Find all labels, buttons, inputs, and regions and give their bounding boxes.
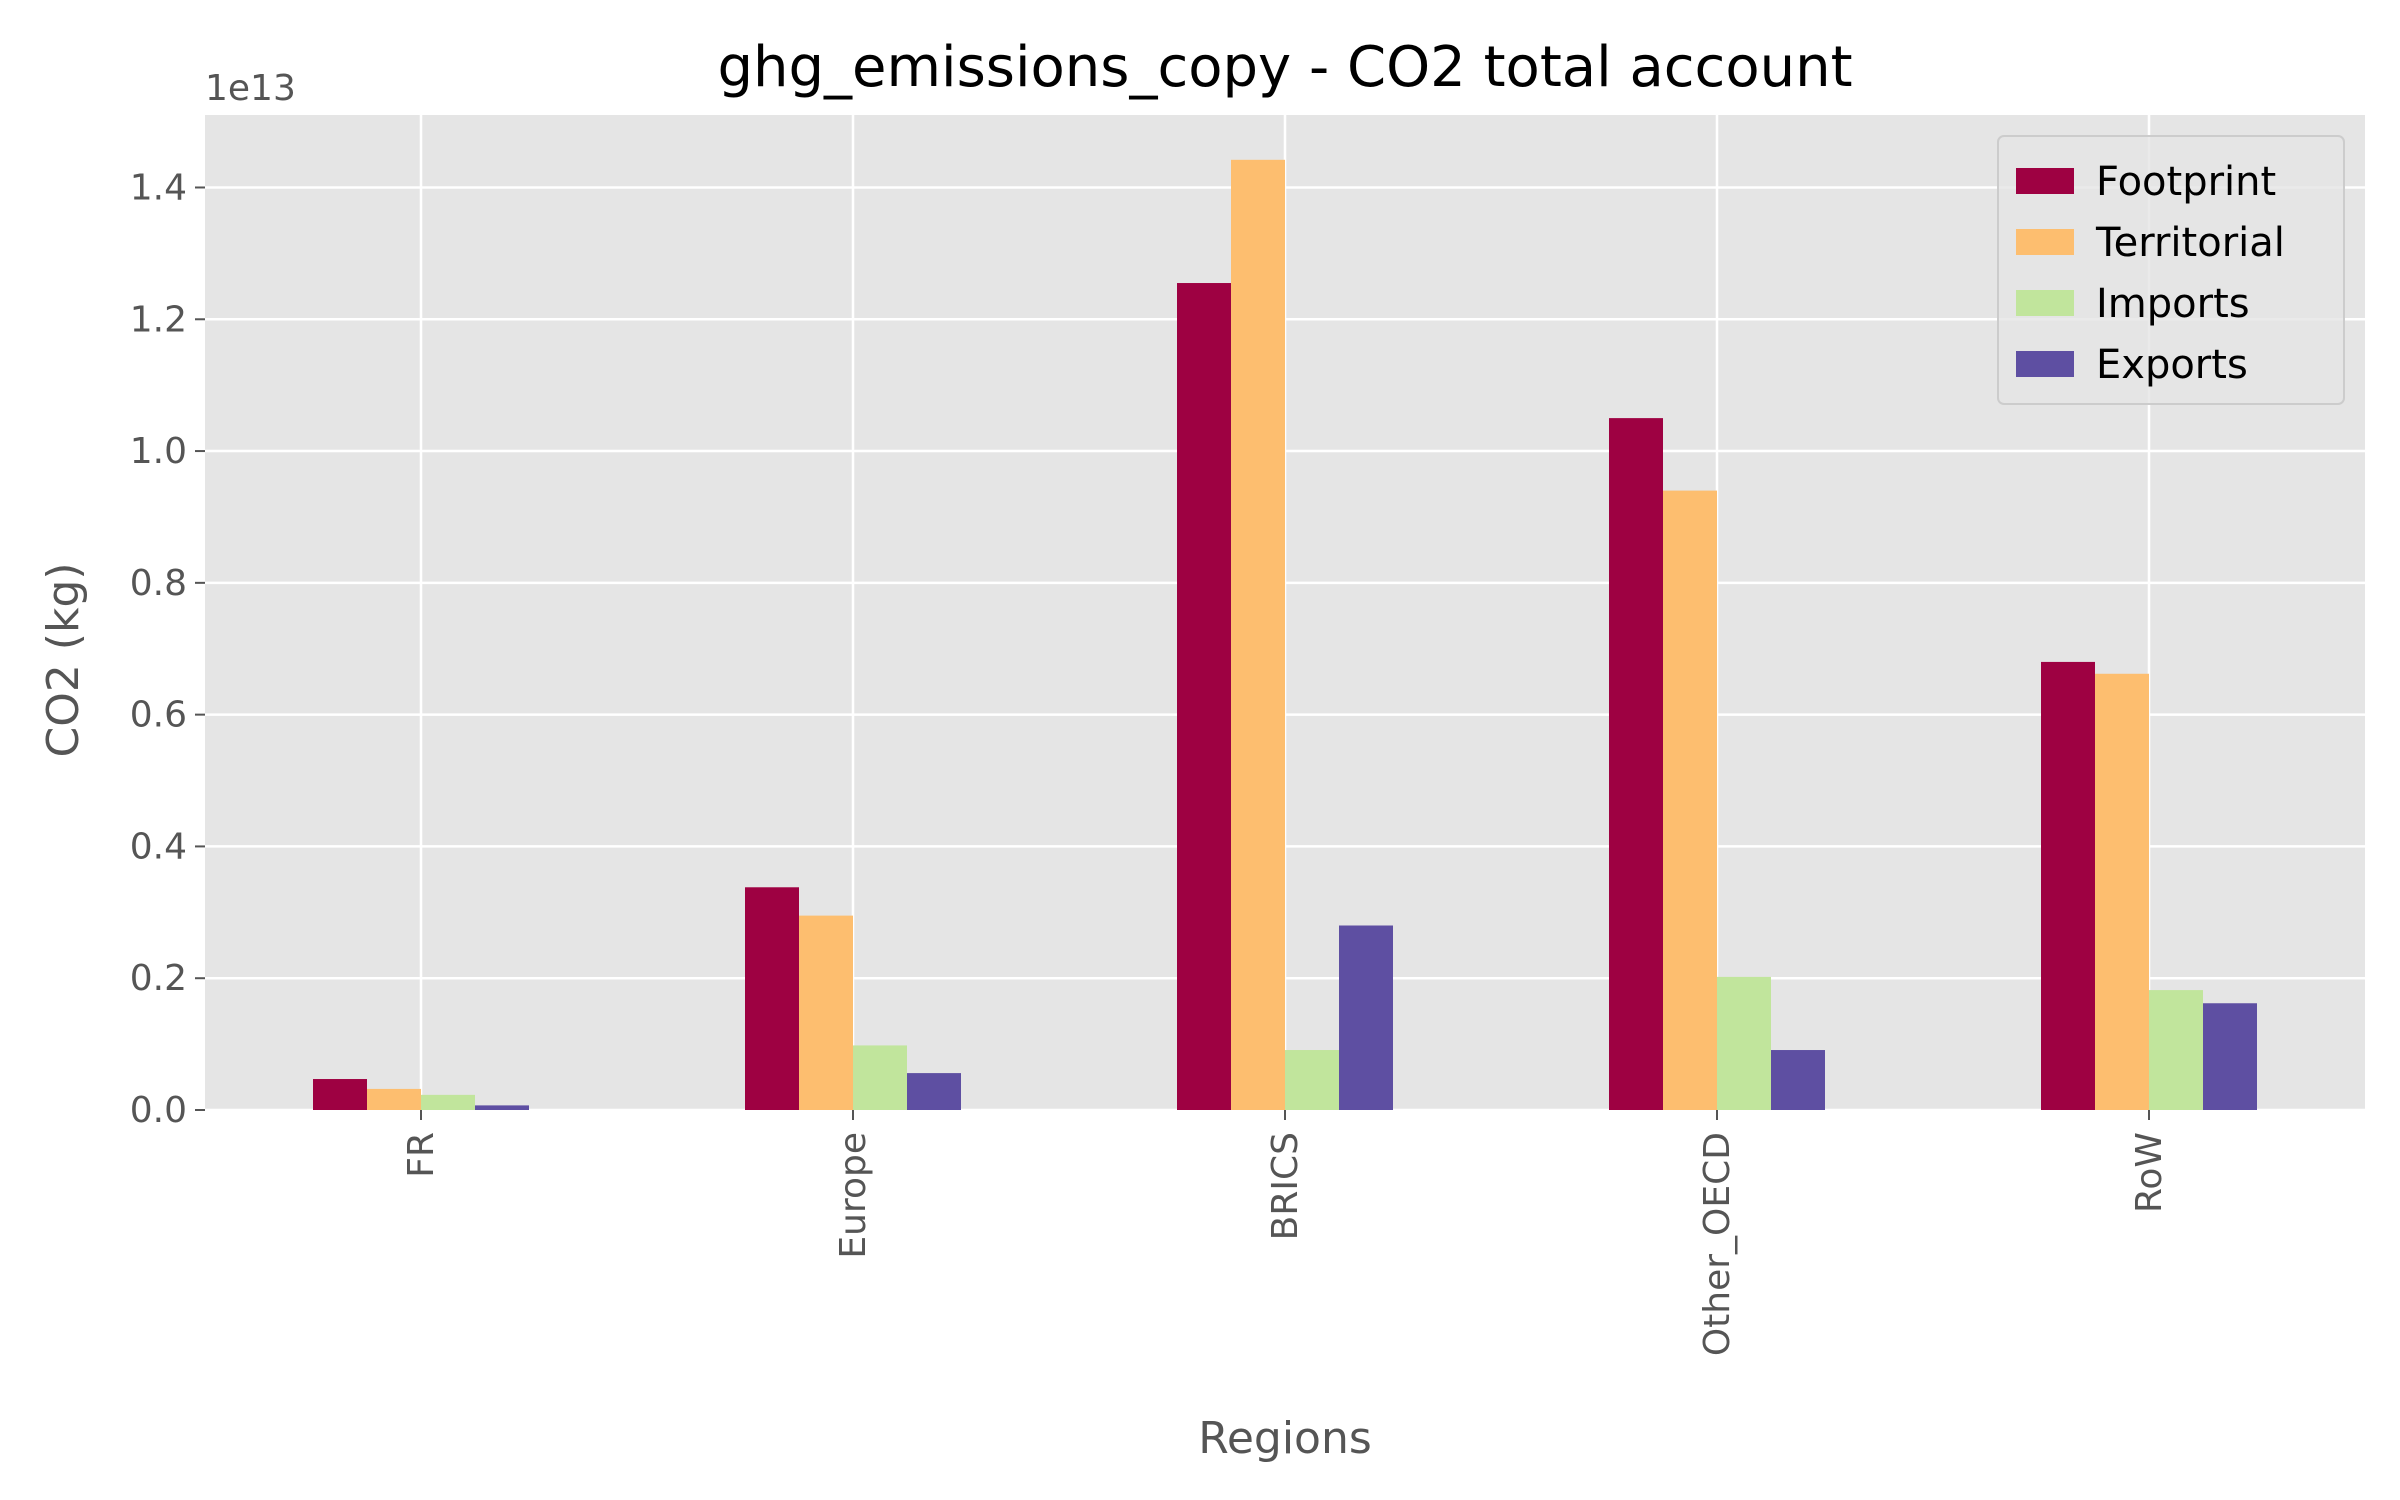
axis-layer: 0.0 0.2 0.4 0.6 0.8 1.0 1.2 1.4 FR Europe BRICS Oth… [130, 167, 2170, 1356]
legend-swatch-footprint [2016, 168, 2074, 194]
bar-territorial-fr [367, 1088, 421, 1110]
legend-label-footprint: Footprint [2096, 159, 2276, 205]
bar-territorial-brics [1231, 159, 1285, 1110]
y-tick-label: 0.6 [130, 695, 187, 736]
legend-label-imports: Imports [2096, 281, 2250, 327]
bar-imports-europe [853, 1045, 907, 1110]
bar-territorial-other_oecd [1663, 490, 1717, 1110]
bar-imports-other_oecd [1717, 976, 1771, 1110]
bar-layer [313, 159, 2257, 1111]
bar-exports-other_oecd [1771, 1050, 1825, 1110]
bar-territorial-europe [799, 915, 853, 1110]
y-tick-label: 0.0 [130, 1090, 187, 1131]
bar-footprint-brics [1177, 283, 1231, 1111]
bar-exports-row [2203, 1003, 2257, 1110]
y-tick-label: 1.2 [130, 299, 187, 340]
x-tick-label: BRICS [1265, 1132, 1306, 1240]
y-tick-label: 0.4 [130, 826, 187, 867]
y-tick-label: 0.2 [130, 958, 187, 999]
bar-footprint-row [2041, 661, 2095, 1110]
legend-label-territorial: Territorial [2095, 220, 2285, 266]
x-tick-label: RoW [2129, 1132, 2170, 1213]
y-tick-label: 0.8 [130, 563, 187, 604]
bar-exports-fr [475, 1105, 529, 1110]
legend-swatch-imports [2016, 290, 2074, 316]
y-tick-label: 1.0 [130, 431, 187, 472]
legend: Footprint Territorial Imports Exports [1997, 135, 2345, 405]
x-tick-label: Other_OECD [1697, 1132, 1738, 1356]
y-axis-title: CO2 (kg) [38, 562, 89, 757]
legend-swatch-territorial [2016, 229, 2074, 255]
legend-label-exports: Exports [2096, 342, 2248, 388]
bar-imports-fr [421, 1094, 475, 1110]
bar-footprint-fr [313, 1079, 367, 1110]
bar-imports-brics [1285, 1050, 1339, 1110]
bar-footprint-other_oecd [1609, 418, 1663, 1111]
legend-swatch-exports [2016, 351, 2074, 377]
x-tick-label: Europe [833, 1132, 874, 1259]
bar-imports-row [2149, 990, 2203, 1110]
y-tick-label: 1.4 [130, 167, 187, 208]
x-tick-label: FR [401, 1132, 442, 1178]
bar-exports-brics [1339, 925, 1393, 1110]
legend-frame [1997, 135, 2345, 405]
y-offset-label: 1e13 [205, 68, 296, 109]
x-axis-title: Regions [1198, 1413, 1372, 1464]
bar-territorial-row [2095, 673, 2149, 1110]
bar-footprint-europe [745, 887, 799, 1110]
chart-title: ghg_emissions_copy - CO2 total account [717, 35, 1852, 100]
bar-exports-europe [907, 1073, 961, 1110]
